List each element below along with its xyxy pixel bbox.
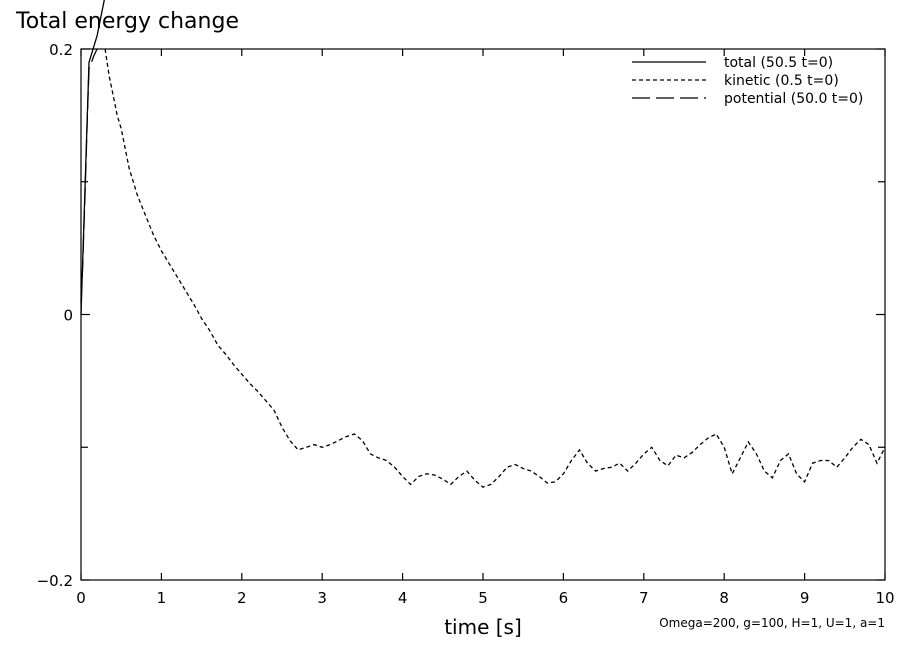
legend-label: kinetic (0.5 t=0) bbox=[724, 73, 839, 89]
x-tick-label: 7 bbox=[639, 589, 649, 607]
parameter-annotation: Omega=200, g=100, H=1, U=1, a=1 bbox=[659, 616, 885, 630]
y-tick-label: −0.2 bbox=[37, 572, 73, 590]
legend: total (50.5 t=0) kinetic (0.5 t=0) potenti… bbox=[632, 55, 863, 107]
x-tick-label: 3 bbox=[317, 589, 327, 607]
y-tick-label: 0.2 bbox=[49, 41, 73, 59]
x-tick-label: 1 bbox=[157, 589, 167, 607]
x-tick-label: 6 bbox=[559, 589, 569, 607]
x-tick-label: 0 bbox=[76, 589, 86, 607]
axes: 0 1 2 3 4 5 6 7 8 9 10−0.200.2 bbox=[37, 41, 895, 607]
x-axis-label: time [s] bbox=[444, 615, 522, 639]
legend-label: potential (50.0 t=0) bbox=[724, 91, 863, 107]
series-line-long-dashed bbox=[80, 48, 98, 302]
plot-frame bbox=[80, 48, 886, 581]
x-tick-label: 9 bbox=[800, 589, 810, 607]
x-tick-label: 8 bbox=[719, 589, 729, 607]
x-tick-label: 4 bbox=[398, 589, 408, 607]
series-line-dashed bbox=[104, 48, 886, 488]
x-tick-label: 10 bbox=[875, 589, 894, 607]
x-tick-label: 5 bbox=[478, 589, 488, 607]
legend-label: total (50.5 t=0) bbox=[724, 55, 833, 71]
x-tick-label: 2 bbox=[237, 589, 247, 607]
y-tick-label: 0 bbox=[63, 307, 73, 325]
plot-lines bbox=[80, 0, 886, 488]
chart-title: Total energy change bbox=[15, 9, 239, 34]
